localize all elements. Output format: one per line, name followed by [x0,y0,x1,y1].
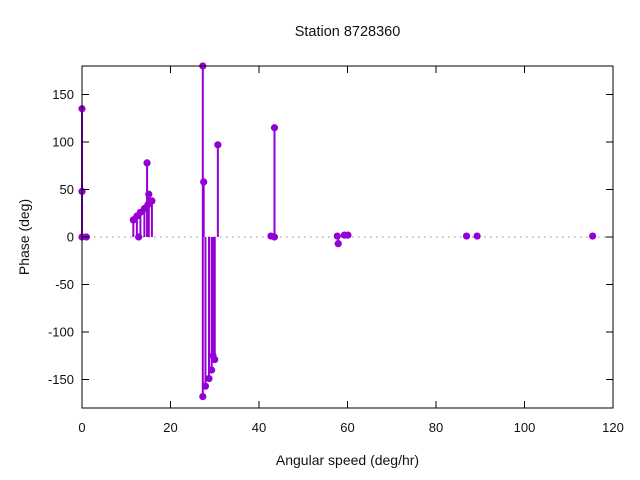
data-point [334,240,342,248]
x-tick-label: 20 [163,420,177,435]
data-point [344,231,352,239]
data-point [201,382,210,390]
data-point [589,232,597,240]
x-axis-label: Angular speed (deg/hr) [275,452,420,468]
chart-title: Station 8728360 [294,24,401,40]
y-tick-label: 100 [52,135,74,150]
y-axis-label-text: Phase (deg) [16,198,32,276]
x-tick-label: 60 [340,420,354,435]
y-tick-label: -100 [48,325,74,340]
data-point [270,233,279,241]
data-point [473,232,481,240]
data-point [333,232,341,240]
y-tick-label: 0 [67,230,74,245]
y-tick-label: 150 [52,87,74,102]
data-point [200,178,208,186]
data-point [205,374,213,383]
y-tick-label: 50 [60,182,74,197]
data-point [143,159,151,167]
data-point [135,233,143,241]
data-point [211,355,219,364]
y-tick-label: -150 [48,372,74,387]
data-point [145,190,153,198]
x-tick-label: 80 [429,420,443,435]
x-tick-label: 0 [78,420,85,435]
data-point [199,393,207,401]
data-point [270,124,279,132]
data-point [214,141,222,149]
x-tick-label: 40 [252,420,266,435]
data-point [208,366,216,374]
y-tick-label: -50 [55,277,74,292]
data-point [148,197,156,205]
x-tick-label: 120 [602,420,624,435]
data-point [462,232,471,240]
x-tick-label: 100 [514,420,536,435]
